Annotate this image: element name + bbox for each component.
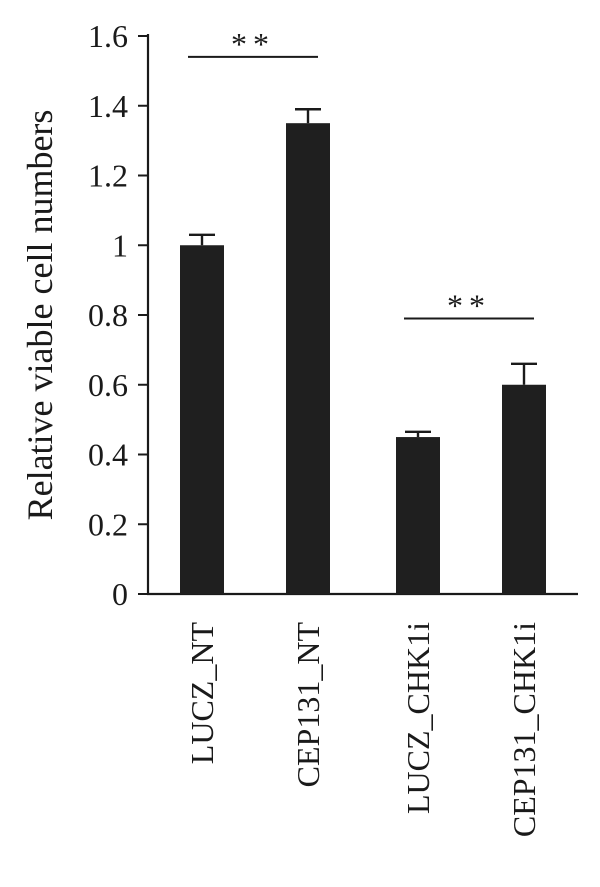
bar-3 [502, 384, 546, 594]
y-tick-label-5: 1 [112, 227, 128, 263]
y-tick-label-7: 1.4 [88, 88, 128, 124]
x-tick-label-1: CEP131_NT [290, 622, 326, 788]
x-tick-label-3: CEP131_CHK1i [506, 622, 542, 837]
y-tick-label-1: 0.2 [88, 506, 128, 542]
y-tick-label-6: 1.2 [88, 158, 128, 194]
significance-label-0: ** [231, 26, 275, 62]
y-tick-label-8: 1.6 [88, 18, 128, 54]
y-tick-label-4: 0.8 [88, 297, 128, 333]
bar-1 [286, 123, 330, 594]
y-tick-label-3: 0.6 [88, 367, 128, 403]
bar-2 [396, 437, 440, 594]
x-tick-label-2: LUCZ_CHK1i [400, 622, 436, 814]
y-tick-label-2: 0.4 [88, 437, 128, 473]
significance-label-1: ** [447, 287, 491, 323]
bar-0 [180, 245, 224, 594]
x-tick-label-0: LUCZ_NT [184, 622, 220, 765]
y-axis-label: Relative viable cell numbers [20, 110, 60, 521]
y-tick-label-0: 0 [112, 576, 128, 612]
